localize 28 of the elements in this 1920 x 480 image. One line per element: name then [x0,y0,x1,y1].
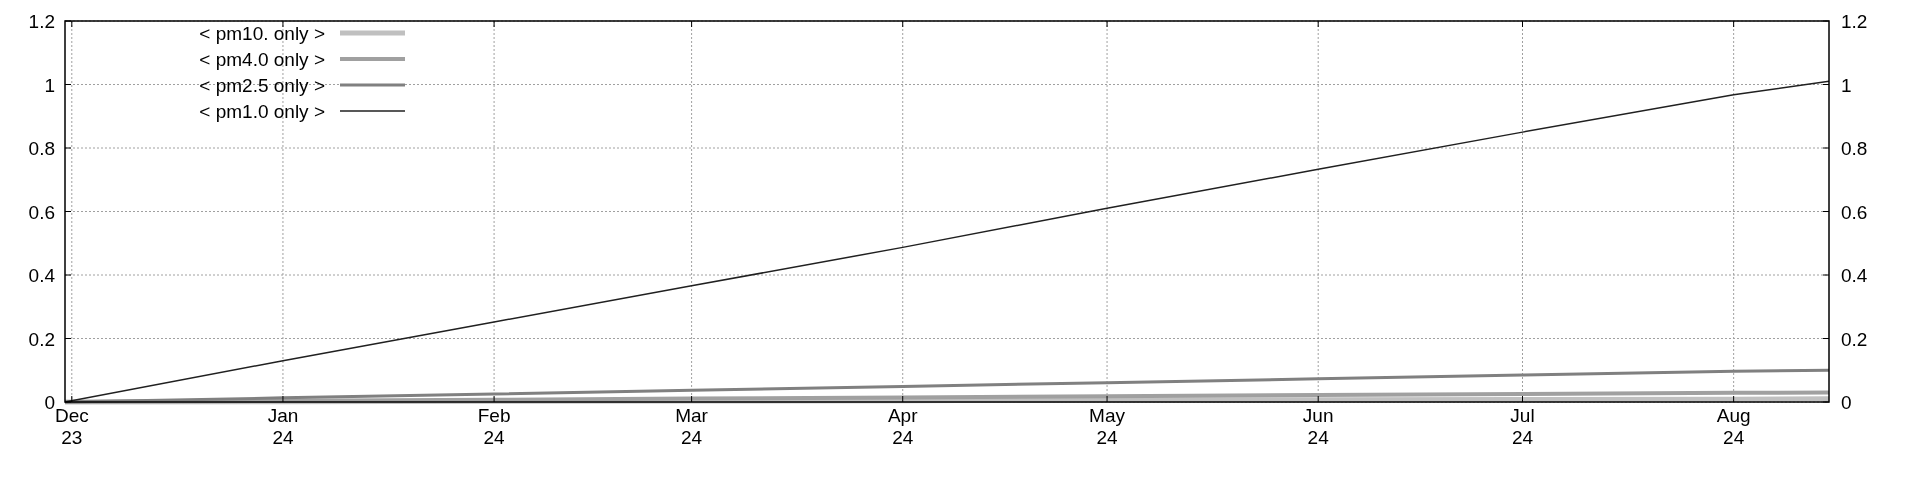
y2-tick-label: 0 [1841,392,1852,413]
legend-label: < pm2.5 only > [199,75,325,96]
y2-tick-label: 1.2 [1841,11,1868,32]
line-series [63,368,1831,404]
x-tick-label: Dec 23 [54,405,89,448]
x-tick-label: Jan 24 [267,405,299,448]
y2-tick-label: 0.4 [1841,265,1868,286]
legend-label: < pm10. only > [199,23,325,44]
legend-label: < pm1.0 only > [199,101,325,122]
legend-label: < pm4.0 only > [199,49,325,70]
x-tick-label: Feb 24 [477,405,511,448]
y-tick-label: 0.2 [28,328,55,350]
y-tick-label: 0.6 [28,201,55,223]
y-tick-label: 0 [44,392,55,413]
x-tick-label: Jul 24 [1510,405,1535,448]
x-tick-label: Mar 24 [675,405,709,448]
y-tick-label: 0.4 [28,265,56,286]
x-tick-label: Aug 24 [1716,405,1751,448]
x-tick-label: Jun 24 [1302,405,1334,448]
x-tick-label: May 24 [1089,405,1126,448]
y2-tick-label: 0.2 [1841,328,1868,350]
y2-tick-label: 1 [1841,74,1852,96]
x-tick-label: Apr 24 [887,405,919,448]
y2-tick-label: 0.6 [1841,201,1868,223]
y2-tick-label: 0.8 [1841,138,1868,159]
y-tick-label: 1.2 [28,11,55,32]
y-tick-label: 1 [44,74,55,96]
y-tick-label: 0.8 [28,138,55,159]
